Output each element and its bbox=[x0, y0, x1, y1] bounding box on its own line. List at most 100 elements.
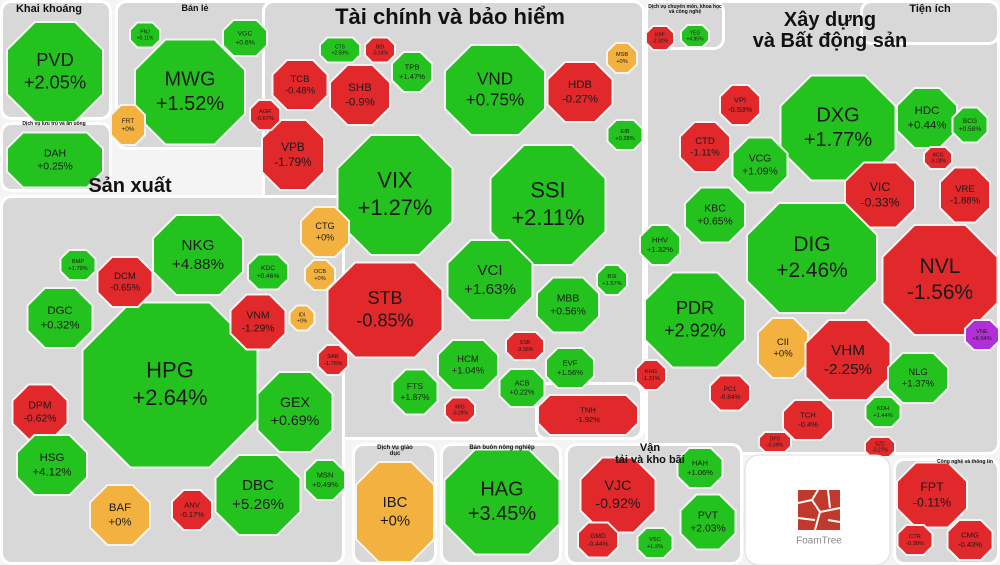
stock-cell bbox=[355, 461, 435, 563]
change-label: +0.56% bbox=[550, 307, 586, 318]
change-label: -0.39% bbox=[767, 443, 783, 449]
ticker: VIX bbox=[377, 168, 413, 193]
change-label: -1.29% bbox=[241, 324, 274, 335]
sector-title: Bán buôn nông nghiệp bbox=[469, 445, 535, 451]
ticker: OCB bbox=[314, 269, 327, 275]
stock-cell bbox=[505, 331, 545, 361]
change-label: +1.52% bbox=[156, 93, 224, 115]
ticker: VNM bbox=[246, 310, 269, 321]
change-label: -1.92% bbox=[576, 415, 600, 424]
ticker: AGR bbox=[259, 109, 271, 115]
stock-cell bbox=[391, 368, 439, 416]
stock-cell bbox=[319, 36, 361, 64]
ticker: TCB bbox=[291, 74, 310, 85]
ticker: NVL bbox=[920, 255, 961, 278]
ticker: VND bbox=[477, 69, 513, 88]
ticker: PDR bbox=[676, 298, 714, 318]
stock-cell bbox=[89, 484, 151, 546]
change-label: +2.59% bbox=[331, 51, 349, 57]
stock-cell bbox=[489, 144, 607, 266]
ticker: HSG bbox=[40, 452, 65, 464]
sector-title: Khai khoáng bbox=[15, 3, 82, 15]
ticker: CTR bbox=[909, 534, 921, 540]
stock-cell bbox=[709, 374, 751, 412]
stock-cell bbox=[16, 434, 88, 496]
stock-cell bbox=[288, 304, 316, 332]
change-label: -0.85% bbox=[356, 310, 413, 330]
ticker: VIC bbox=[870, 180, 891, 194]
change-label: +5.26% bbox=[232, 496, 284, 513]
change-label: -0.67% bbox=[256, 116, 274, 122]
change-label: +1.37% bbox=[902, 379, 935, 390]
logo: FoamTree bbox=[744, 454, 891, 565]
change-label: +2.03% bbox=[690, 524, 726, 535]
stock-cell bbox=[304, 459, 346, 501]
change-label: +0.75% bbox=[466, 91, 524, 110]
ticker: VSC bbox=[649, 537, 661, 543]
change-label: +1.04% bbox=[452, 366, 485, 377]
change-label: -0.11% bbox=[913, 495, 951, 509]
sector-title: Vận tải và kho bãi bbox=[615, 442, 685, 466]
change-label: +1.87% bbox=[400, 392, 430, 402]
stock-cell bbox=[680, 24, 710, 48]
stock-cell bbox=[437, 339, 499, 391]
change-label: +0.69% bbox=[271, 413, 320, 429]
stock-cell bbox=[951, 106, 989, 144]
ticker: VRE bbox=[955, 184, 975, 195]
stock-cell bbox=[606, 42, 638, 74]
change-label: -0.65% bbox=[110, 283, 141, 294]
change-label: -0.9% bbox=[345, 96, 375, 108]
ticker: MIG bbox=[455, 404, 465, 410]
sector-title: Dịch vụ chuyên môn, khoa học và công ngh… bbox=[648, 4, 722, 16]
stock-cell bbox=[317, 344, 349, 376]
change-label: -0.27% bbox=[872, 448, 888, 454]
ticker: VHM bbox=[831, 342, 865, 359]
ticker: DBC bbox=[242, 477, 274, 494]
stock-cell bbox=[923, 146, 953, 170]
stock-cell bbox=[229, 293, 287, 351]
change-label: +0.11% bbox=[137, 36, 154, 42]
ticker: DPM bbox=[28, 400, 51, 411]
change-label: +0.22% bbox=[510, 388, 535, 397]
ticker: HAG bbox=[480, 478, 523, 500]
stock-cell bbox=[887, 352, 949, 404]
change-label: +2.64% bbox=[132, 385, 207, 410]
ticker: GEX bbox=[280, 395, 311, 411]
ticker: VGC bbox=[238, 31, 253, 38]
stock-cell bbox=[545, 347, 595, 389]
change-label: -0.62% bbox=[23, 414, 56, 425]
stock-cell bbox=[758, 431, 792, 453]
sector-title: Tiện ích bbox=[909, 3, 951, 15]
ticker: HPG bbox=[146, 358, 194, 383]
ticker: KBC bbox=[704, 203, 726, 214]
ticker: FPT bbox=[920, 480, 944, 494]
stock-cell bbox=[864, 396, 902, 428]
stock-cell bbox=[537, 394, 639, 436]
stock-cell bbox=[639, 224, 681, 266]
change-label: +0.32% bbox=[41, 319, 80, 331]
change-label: -1.11% bbox=[690, 148, 720, 159]
stock-cell bbox=[134, 38, 246, 146]
change-label: -1.79% bbox=[274, 156, 312, 169]
ticker: KDH bbox=[877, 406, 889, 412]
change-label: +4.85% bbox=[686, 37, 704, 43]
stock-cell bbox=[152, 214, 244, 296]
change-label: +4.12% bbox=[33, 466, 72, 478]
ticker: ANV bbox=[184, 500, 201, 509]
change-label: +0.46% bbox=[257, 273, 280, 280]
stock-cell bbox=[896, 461, 968, 529]
ticker: TNH bbox=[580, 405, 596, 414]
change-label: -0.28% bbox=[452, 411, 468, 417]
stock-cell bbox=[577, 521, 619, 559]
ticker: HAH bbox=[692, 458, 708, 467]
ticker: SSB bbox=[520, 340, 531, 346]
change-label: +0% bbox=[316, 232, 335, 242]
change-label: +0% bbox=[314, 276, 326, 282]
change-label: -0.4% bbox=[798, 420, 818, 429]
stock-cell bbox=[6, 131, 104, 189]
stock-cell bbox=[719, 84, 761, 126]
change-label: -0.38% bbox=[906, 541, 924, 547]
stock-cell bbox=[536, 276, 600, 334]
ticker: DPG bbox=[770, 436, 781, 442]
